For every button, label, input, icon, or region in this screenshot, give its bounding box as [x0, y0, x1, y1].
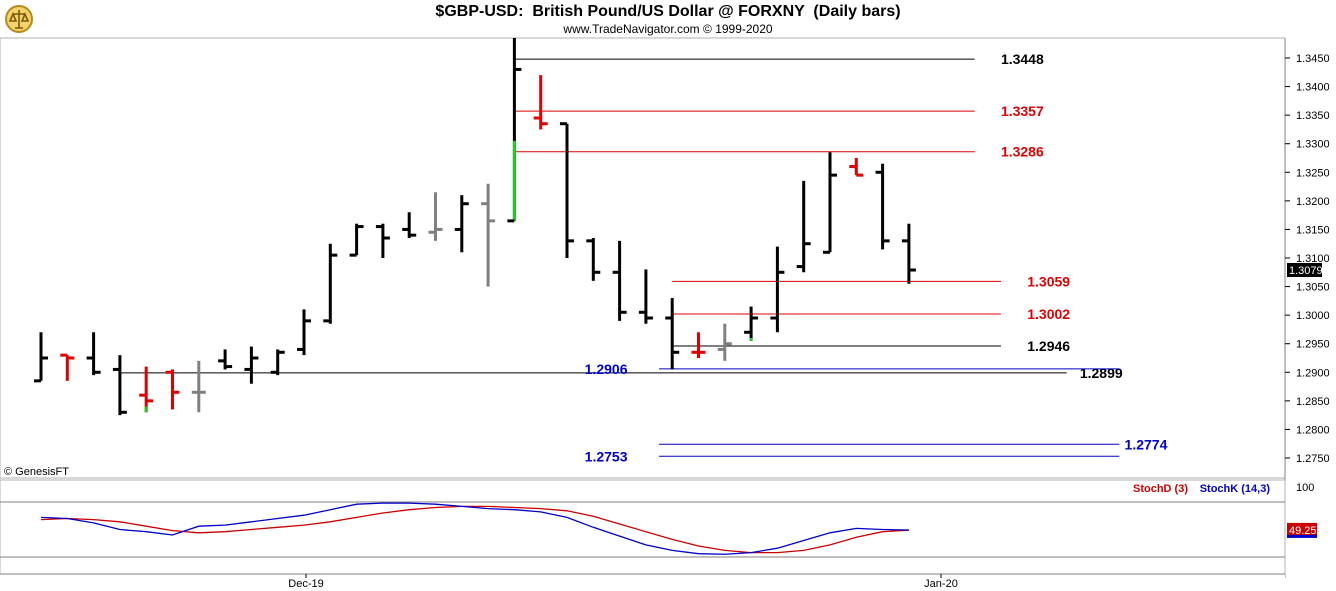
ohlc-bar [60, 353, 75, 381]
price-tick-label: 1.3300 [1296, 139, 1330, 151]
price-tick-label: 1.3250 [1296, 167, 1330, 179]
ohlc-bar [34, 332, 48, 383]
price-tick-label: 1.3000 [1296, 310, 1330, 322]
ohlc-bar [665, 298, 680, 370]
level-label: 1.2774 [1125, 436, 1168, 452]
stoch-k-legend: StochK (14,3) [1200, 483, 1271, 495]
ohlc-bar [849, 158, 864, 177]
price-tick-label: 1.2750 [1296, 453, 1330, 465]
ohlc-bar [297, 309, 311, 356]
ohlc-bar [612, 240, 627, 321]
stoch-value-box-underline [1287, 534, 1317, 538]
ohlc-bar [744, 306, 759, 341]
time-axis-ticks: Dec-19 Jan-20 [288, 574, 958, 590]
price-tick-label: 1.3450 [1296, 53, 1330, 65]
stoch-tick-label: 100 [1296, 482, 1314, 494]
time-tick-label: Jan-20 [924, 578, 958, 590]
price-tick-label: 1.3350 [1296, 110, 1330, 122]
level-label: 1.2899 [1080, 365, 1123, 381]
level-label: 1.3286 [1001, 144, 1044, 160]
price-tick-label: 1.3150 [1296, 224, 1330, 236]
ohlc-bar [375, 223, 390, 258]
ohlc-bar [586, 238, 601, 281]
level-label: 1.3059 [1027, 273, 1070, 289]
ohlc-bar [139, 366, 154, 413]
ohlc-bar [901, 223, 916, 284]
stochastic-lines: 100 49.25 [0, 482, 1317, 558]
price-bars [34, 38, 916, 416]
chart-title: $GBP-USD: British Pound/US Dollar @ FORX… [435, 3, 901, 20]
last-price-box [1287, 263, 1322, 277]
chart-header: $GBP-USD: British Pound/US Dollar @ FORX… [0, 0, 1336, 38]
time-tick-label: Dec-19 [288, 578, 323, 590]
ohlc-bar [218, 349, 233, 370]
level-label: 1.3002 [1027, 306, 1070, 322]
stoch-series-line [40, 505, 909, 554]
price-tick-label: 1.2800 [1296, 424, 1330, 436]
ohlc-bar [533, 75, 548, 130]
price-tick-label: 1.3100 [1296, 253, 1330, 265]
ohlc-bar [507, 38, 522, 223]
price-tick-label: 1.3400 [1296, 82, 1330, 94]
ohlc-bar [165, 369, 180, 410]
price-tick-label: 1.2900 [1296, 367, 1330, 379]
level-label: 1.3357 [1001, 103, 1044, 119]
ohlc-bar [323, 243, 338, 324]
ohlc-bar [86, 332, 101, 376]
copyright-label: © GenesisFT [4, 466, 69, 478]
price-axis [1285, 38, 1336, 478]
stochastic-pane [0, 479, 1286, 575]
trade-navigator-logo-icon [4, 4, 34, 34]
ohlc-bar [244, 346, 259, 384]
ohlc-bar [112, 355, 127, 416]
level-label: 1.2946 [1027, 338, 1070, 354]
price-tick-label: 1.2850 [1296, 396, 1330, 408]
last-price-label: 1.3079 [1289, 265, 1323, 277]
ohlc-bar [454, 195, 469, 253]
support-resistance-levels: 1.3448 1.3357 1.3286 1.3059 1.3002 1.2946 1.28… [119, 51, 1168, 464]
ohlc-bar [823, 152, 837, 254]
ohlc-bar [691, 332, 706, 358]
ohlc-bar [560, 122, 574, 258]
ohlc-bar [481, 183, 496, 287]
last-price-marker: 1.3079 [1287, 263, 1323, 277]
price-tick-label: 1.3050 [1296, 282, 1330, 294]
ohlc-bar [191, 360, 206, 413]
price-tick-label: 1.3200 [1296, 196, 1330, 208]
ohlc-bar [638, 269, 653, 324]
level-label: 1.3448 [1001, 51, 1044, 67]
ohlc-bar [428, 192, 443, 241]
ohlc-bar [349, 223, 364, 257]
stoch-value-box [1287, 522, 1317, 537]
ohlc-bar [770, 246, 785, 333]
price-tick-label: 1.2950 [1296, 339, 1330, 351]
level-label: 1.2906 [585, 361, 628, 377]
time-axis [0, 574, 1285, 591]
ohlc-bar [875, 163, 890, 250]
stoch-d-legend: StochD (3) [1133, 483, 1188, 495]
stochastic-legend: StochD (3) StochK (14,3) [1133, 483, 1270, 495]
price-pane [0, 37, 1286, 479]
chart-subtitle: www.TradeNavigator.com © 1999-2020 [563, 22, 773, 36]
ohlc-bar [402, 212, 417, 238]
ohlc-bar [717, 323, 732, 361]
level-label: 1.2753 [585, 448, 628, 464]
stoch-value-label: 49.25 [1289, 525, 1317, 537]
price-axis-ticks: 1.3450 1.3400 1.3350 1.3300 1.3250 1.3200 1.31… [1285, 53, 1330, 465]
ohlc-bar [796, 180, 811, 273]
ohlc-bar [270, 349, 285, 376]
stoch-series-line [40, 502, 909, 555]
